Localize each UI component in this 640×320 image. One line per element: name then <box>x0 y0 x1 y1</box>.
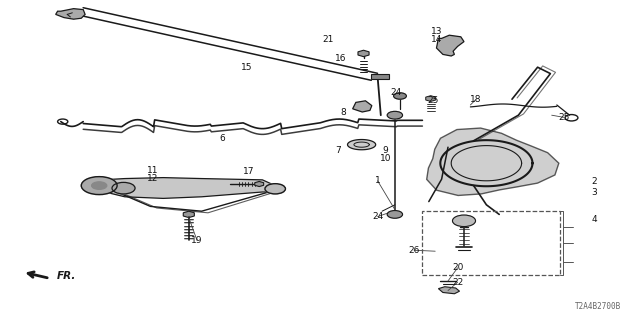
Circle shape <box>81 177 117 195</box>
Circle shape <box>452 215 476 227</box>
Text: 22: 22 <box>452 278 463 287</box>
Text: 14: 14 <box>431 36 443 44</box>
Text: 1: 1 <box>375 176 380 185</box>
Text: 18: 18 <box>470 95 481 104</box>
Text: FR.: FR. <box>56 271 76 282</box>
Circle shape <box>387 111 403 119</box>
Text: 4: 4 <box>591 215 596 224</box>
Text: 25: 25 <box>427 96 438 105</box>
Text: 24: 24 <box>372 212 383 221</box>
Circle shape <box>394 93 406 99</box>
Bar <box>422 211 560 275</box>
Text: 3: 3 <box>591 188 596 197</box>
Polygon shape <box>426 96 436 101</box>
Polygon shape <box>371 74 389 79</box>
Polygon shape <box>438 287 460 294</box>
Polygon shape <box>358 50 369 57</box>
Text: 13: 13 <box>431 27 443 36</box>
Circle shape <box>265 184 285 194</box>
Text: 11: 11 <box>147 166 158 175</box>
Polygon shape <box>183 211 195 218</box>
Circle shape <box>387 211 403 218</box>
Text: 2: 2 <box>591 177 596 186</box>
Text: 20: 20 <box>452 263 463 272</box>
Text: 16: 16 <box>335 54 346 63</box>
Text: 19: 19 <box>191 236 203 245</box>
Circle shape <box>92 182 107 189</box>
Text: 9: 9 <box>383 146 388 155</box>
Text: 8: 8 <box>341 108 346 117</box>
Text: 15: 15 <box>241 63 252 72</box>
Text: 21: 21 <box>322 35 333 44</box>
Text: 7: 7 <box>335 146 340 155</box>
Polygon shape <box>353 101 372 112</box>
Text: T2A4B2700B: T2A4B2700B <box>575 302 621 311</box>
Polygon shape <box>427 128 559 196</box>
Text: 12: 12 <box>147 174 158 183</box>
Polygon shape <box>56 9 85 19</box>
Polygon shape <box>255 181 264 187</box>
Text: 25: 25 <box>559 113 570 122</box>
Text: 17: 17 <box>243 167 254 176</box>
Text: 24: 24 <box>390 88 401 97</box>
Text: 6: 6 <box>220 134 225 143</box>
Text: 26: 26 <box>408 246 420 255</box>
Polygon shape <box>348 140 376 150</box>
Circle shape <box>112 182 135 194</box>
Text: 10: 10 <box>380 154 391 163</box>
Polygon shape <box>102 178 275 198</box>
Polygon shape <box>436 35 464 56</box>
